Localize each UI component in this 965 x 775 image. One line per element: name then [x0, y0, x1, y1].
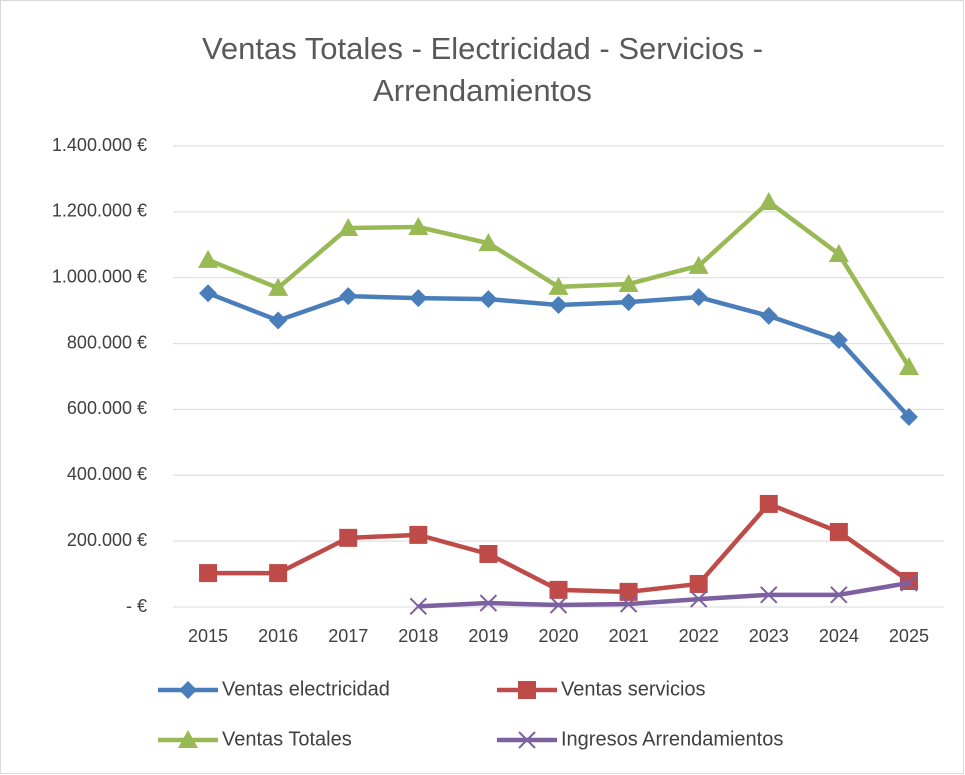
marker	[689, 288, 708, 307]
y-tick-label: 400.000 €	[67, 464, 147, 484]
marker	[268, 277, 289, 296]
marker	[199, 564, 218, 583]
legend-label: Ventas electricidad	[222, 678, 390, 700]
marker	[619, 582, 638, 601]
marker	[339, 287, 358, 306]
legend-label: Ventas servicios	[561, 678, 706, 700]
marker	[829, 330, 848, 349]
legend-label: Ventas Totales	[222, 728, 352, 750]
marker	[619, 293, 638, 312]
marker	[548, 276, 569, 295]
y-tick-label: 1.400.000 €	[52, 135, 147, 155]
marker	[828, 244, 849, 263]
x-tick-label: 2017	[328, 626, 368, 646]
marker	[339, 528, 358, 547]
y-tick-label: 1.000.000 €	[52, 266, 147, 286]
marker	[689, 574, 708, 593]
chart-title: Ventas Totales - Electricidad - Servicio…	[201, 31, 764, 108]
marker	[479, 544, 498, 563]
marker	[338, 217, 359, 236]
x-tick-label: 2019	[468, 626, 508, 646]
marker	[549, 596, 568, 614]
marker	[899, 408, 918, 427]
x-tick-label: 2024	[819, 626, 859, 646]
marker	[619, 595, 638, 613]
marker	[518, 731, 536, 749]
marker	[758, 191, 779, 210]
marker	[408, 217, 429, 236]
x-tick-label: 2022	[679, 626, 719, 646]
marker	[759, 306, 778, 325]
marker	[198, 249, 219, 268]
x-tick-label: 2016	[258, 626, 298, 646]
x-tick-label: 2020	[538, 626, 578, 646]
marker	[899, 571, 918, 590]
y-tick-label: 1.200.000 €	[52, 201, 147, 221]
x-tick-label: 2023	[749, 626, 789, 646]
x-tick-label: 2025	[889, 626, 929, 646]
marker	[409, 597, 428, 616]
marker	[479, 290, 498, 309]
title-box: Ventas Totales - Electricidad - Servicio…	[0, 28, 965, 112]
y-tick-label: 200.000 €	[67, 530, 147, 550]
x-tick-label: 2021	[609, 626, 649, 646]
marker	[199, 284, 218, 303]
marker	[759, 494, 778, 513]
marker	[898, 356, 919, 375]
marker	[618, 273, 639, 292]
marker	[900, 574, 918, 592]
series-line	[418, 580, 910, 609]
marker	[689, 590, 708, 608]
marker	[409, 289, 428, 308]
marker	[479, 594, 498, 612]
marker	[830, 586, 848, 604]
marker	[178, 730, 198, 748]
y-tick-label: 800.000 €	[67, 332, 147, 352]
x-tick-label: 2015	[188, 626, 228, 646]
marker	[478, 233, 499, 252]
x-tick-label: 2018	[398, 626, 438, 646]
marker	[549, 296, 568, 315]
marker	[688, 255, 709, 274]
marker	[549, 580, 568, 599]
marker	[179, 681, 197, 699]
marker	[760, 586, 778, 604]
marker	[829, 522, 848, 541]
y-tick-label: 600.000 €	[67, 398, 147, 418]
marker	[269, 564, 288, 583]
marker	[518, 681, 536, 699]
marker	[269, 311, 288, 330]
marker	[409, 525, 428, 544]
legend-label: Ingresos Arrendamientos	[561, 728, 783, 750]
y-tick-label: - €	[126, 596, 147, 616]
